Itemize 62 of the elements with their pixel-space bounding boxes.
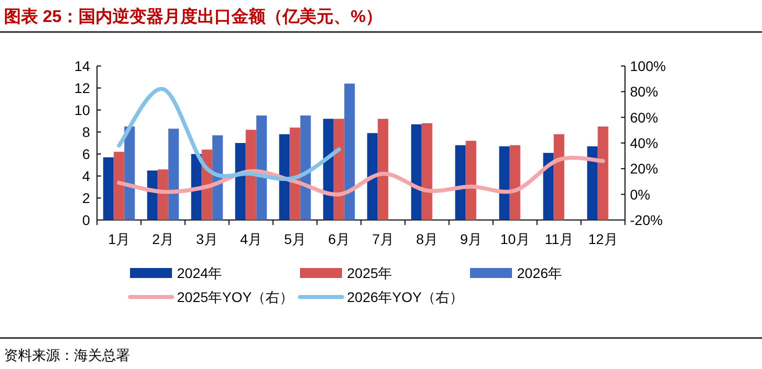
- y-tick-label: 8: [82, 124, 90, 140]
- x-tick-label: 1月: [108, 231, 130, 247]
- x-tick-label: 4月: [240, 231, 262, 247]
- bar: [499, 146, 510, 220]
- bar: [334, 118, 344, 220]
- x-tick-label: 7月: [372, 231, 394, 247]
- bar: [411, 124, 422, 220]
- legend-label: 2025年YOY（右）: [177, 289, 294, 305]
- y-tick-label: 10: [74, 102, 90, 118]
- bar: [378, 118, 388, 220]
- x-tick-label: 9月: [460, 231, 482, 247]
- y2-tick-label: 80%: [630, 84, 658, 100]
- y2-tick-label: 100%: [630, 58, 666, 74]
- x-tick-label: 6月: [328, 231, 350, 247]
- bar: [344, 84, 355, 220]
- y-tick-label: 0: [82, 212, 90, 228]
- x-tick-label: 2月: [152, 231, 174, 247]
- text: 资料来源：海关总署: [4, 347, 130, 363]
- chart-title: 图表 25：国内逆变器月度出口金额（亿美元、%）: [4, 7, 383, 26]
- bar: [422, 123, 432, 220]
- legend-label: 2026年YOY（右）: [347, 289, 464, 305]
- y-tick-label: 14: [74, 58, 90, 74]
- line-series: [117, 87, 341, 181]
- bar: [300, 116, 311, 220]
- bar: [587, 146, 598, 220]
- bar: [279, 134, 290, 220]
- bar: [158, 169, 168, 220]
- y2-tick-label: 60%: [630, 109, 658, 126]
- bar: [455, 145, 466, 220]
- bar: [114, 152, 124, 220]
- legend-label: 2025年: [347, 265, 392, 281]
- y2-tick-label: 20%: [630, 160, 658, 177]
- bar: [290, 128, 300, 220]
- x-tick-label: 8月: [416, 231, 438, 247]
- y2-tick-label: 0%: [630, 186, 650, 202]
- x-tick-label: 10月: [500, 231, 530, 247]
- x-tick-label: 12月: [588, 231, 618, 247]
- x-tick-label: 3月: [196, 231, 218, 247]
- bar: [554, 134, 564, 220]
- bar: [103, 157, 114, 220]
- bar: [256, 116, 267, 220]
- bar: [466, 140, 476, 220]
- bar: [246, 130, 256, 220]
- y-tick-label: 4: [82, 168, 90, 184]
- bar: [367, 133, 378, 220]
- bar: [543, 152, 554, 220]
- y-tick-label: 12: [74, 80, 90, 96]
- bar: [235, 143, 246, 220]
- bar: [323, 118, 334, 220]
- bar: [168, 128, 179, 220]
- bar: [147, 170, 158, 220]
- legend-label: 2024年: [177, 265, 222, 281]
- bar: [598, 126, 608, 220]
- legend-label: 2026年: [517, 265, 562, 281]
- y2-tick-label: 40%: [630, 135, 658, 151]
- bar: [510, 145, 520, 220]
- y-tick-label: 6: [82, 146, 90, 162]
- bar: [124, 126, 135, 220]
- y-tick-label: 2: [82, 190, 90, 206]
- x-tick-label: 5月: [284, 231, 306, 247]
- y2-tick-label: -20%: [630, 212, 663, 228]
- x-tick-label: 11月: [544, 231, 574, 247]
